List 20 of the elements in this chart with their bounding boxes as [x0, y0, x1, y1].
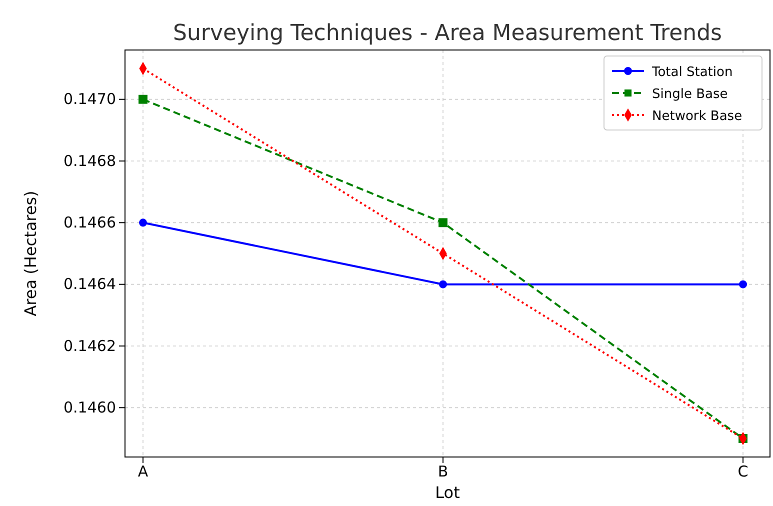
- y-tick-label: 0.1466: [64, 213, 116, 232]
- y-tick-label: 0.1470: [64, 90, 116, 108]
- x-axis-title: Lot: [435, 483, 460, 502]
- point: [138, 94, 148, 104]
- point: [139, 218, 147, 227]
- y-tick-label: 0.1464: [64, 275, 116, 294]
- x-tick-label: A: [138, 462, 149, 481]
- legend-label: Single Base: [652, 87, 728, 102]
- legend-label: Network Base: [652, 109, 742, 124]
- point: [438, 218, 448, 228]
- y-tick-label: 0.1460: [64, 398, 116, 416]
- y-axis-title: Area (Hectares): [21, 190, 40, 316]
- point: [439, 280, 447, 288]
- point: [739, 280, 747, 288]
- legend-label: Total Station: [651, 65, 733, 80]
- y-tick-label: 0.1468: [64, 152, 116, 170]
- chart-title: Surveying Techniques - Area Measurement Trends: [172, 21, 722, 46]
- y-tick-label: 0.1462: [64, 336, 116, 355]
- x-tick-label: C: [738, 462, 748, 481]
- x-tick-label: B: [438, 462, 448, 481]
